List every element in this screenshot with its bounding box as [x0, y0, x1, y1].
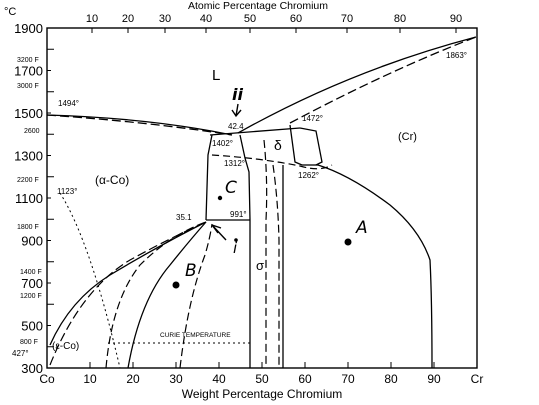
ann-35-1: 35.1	[176, 213, 192, 222]
ann-1472: 1472°	[302, 114, 323, 123]
epsilon-dashed-2	[179, 223, 213, 369]
f-2600: 2600	[24, 128, 40, 135]
solidus-left	[46, 114, 233, 136]
plot-frame	[46, 27, 478, 369]
fahrenheit-axis: 3200 F 3000 F 2600 2200 F 1800 F 1400 F …	[17, 57, 42, 346]
liquidus-left	[46, 114, 233, 136]
celsius-tick-label: 1100	[15, 191, 43, 206]
label-sigma: σ	[256, 258, 264, 273]
celsius-tick-label: 1900	[14, 21, 43, 36]
hand-ii-arrow	[231, 103, 242, 118]
celsius-tick-label: 1300	[14, 149, 43, 164]
weight-tick-label: 50	[255, 372, 269, 386]
label-epsilon: (ε-Co)	[52, 341, 79, 352]
weight-axis: Co 10 20 30 40 50 60 70 80 90 Cr	[39, 362, 483, 386]
f-3200: 3200 F	[17, 57, 39, 64]
top-ticks: 10 20 30 40 50 60 70 80 90	[86, 13, 462, 33]
weight-tick-label: 20	[126, 372, 140, 386]
weight-tick-label: 90	[427, 372, 441, 386]
f-1800: 1800 F	[17, 224, 39, 231]
atomic-tick-label: 80	[394, 13, 406, 25]
co-allotropic-dotted	[59, 192, 121, 369]
ann-991: 991°	[230, 210, 247, 219]
weight-tick-label: 10	[83, 372, 97, 386]
hand-b: B	[185, 261, 197, 281]
phase-boundaries	[46, 36, 477, 369]
handwritten-annotations: ii C i B A	[172, 85, 368, 289]
weight-tick-label: 80	[384, 372, 398, 386]
hand-i-dot	[234, 238, 238, 242]
atomic-tick-label: 70	[341, 13, 353, 25]
celsius-tick-label: 700	[21, 276, 43, 291]
hand-a: A	[355, 218, 368, 238]
celsius-tick-label: 1500	[14, 106, 43, 121]
alpha-solid	[49, 221, 207, 346]
atomic-tick-label: 40	[200, 13, 212, 25]
atomic-tick-label: 10	[86, 13, 98, 25]
celsius-unit: °C	[4, 6, 16, 18]
f-1400: 1400 F	[20, 269, 42, 276]
atomic-tick-label: 60	[290, 13, 302, 25]
eutectic-line	[209, 127, 301, 136]
label-liquid: L	[212, 67, 220, 84]
dashed-1312	[211, 154, 333, 170]
epsilon-solid	[127, 221, 207, 369]
ann-1494: 1494°	[58, 99, 79, 108]
weight-tick-label: 70	[341, 372, 355, 386]
bottom-axis-title: Weight Percentage Chromium	[182, 387, 343, 401]
ann-427: 427°	[12, 349, 29, 358]
label-cr: (Cr)	[398, 131, 417, 143]
atomic-tick-label: 30	[159, 13, 171, 25]
hand-i-arrow	[211, 224, 227, 241]
label-alpha: (α-Co)	[95, 173, 129, 187]
sigma-right-upper	[239, 134, 251, 221]
epsilon-dashed-1	[105, 221, 207, 369]
liquidus-right	[237, 36, 477, 134]
hand-i: i	[233, 239, 238, 257]
label-curie: CURIE TEMPERATURE	[160, 332, 231, 339]
hand-c-dot	[217, 195, 223, 201]
celsius-tick-label: 300	[21, 361, 43, 376]
f-3000: 3000 F	[17, 83, 39, 90]
ann-42-4: 42.4	[228, 122, 244, 131]
weight-tick-label: 60	[298, 372, 312, 386]
celsius-axis: 1900 1700 1500 1300 1100 900 700 500 300	[14, 21, 54, 376]
sigma-left-upper	[205, 134, 213, 221]
celsius-tick-label: 500	[21, 319, 43, 334]
f-1200: 1200 F	[20, 293, 42, 300]
temperature-annotations: 1494° 1863° 42.4 1402° 1472° 1312° 1262°…	[12, 51, 467, 358]
atomic-tick-label: 50	[244, 13, 256, 25]
weight-tick-label: Co	[39, 372, 55, 386]
label-delta: δ	[274, 137, 282, 153]
celsius-tick-label: 900	[21, 234, 43, 249]
f-800: 800 F	[20, 339, 38, 346]
hand-c: C	[225, 178, 237, 198]
f-2200: 2200 F	[17, 177, 39, 184]
delta-left	[289, 124, 303, 166]
atomic-tick-label: 90	[450, 13, 462, 25]
delta-right	[299, 127, 323, 166]
solidus-right	[289, 36, 477, 124]
ann-1402: 1402°	[212, 139, 233, 148]
weight-tick-label: 30	[169, 372, 183, 386]
hand-ii: ii	[232, 85, 243, 104]
sigma-dashed-right	[272, 164, 280, 368]
top-axis-title: Atomic Percentage Chromium	[188, 0, 328, 12]
ann-1863: 1863°	[446, 51, 467, 60]
weight-tick-label: 40	[212, 372, 226, 386]
sigma-dashed-left	[263, 139, 268, 368]
alpha-dashed	[49, 221, 207, 366]
celsius-tick-label: 1700	[14, 64, 43, 79]
weight-tick-label: Cr	[471, 372, 484, 386]
atomic-tick-label: 20	[122, 13, 134, 25]
ann-1262: 1262°	[298, 171, 319, 180]
cr-solvus	[317, 164, 433, 369]
ann-1312: 1312°	[224, 159, 245, 168]
ann-1123: 1123°	[57, 187, 77, 196]
phase-labels: L (α-Co) (ε-Co) δ (Cr) σ CURIE TEMPERATU…	[52, 67, 417, 352]
hand-b-dot	[172, 281, 180, 289]
hand-a-dot	[344, 238, 352, 246]
